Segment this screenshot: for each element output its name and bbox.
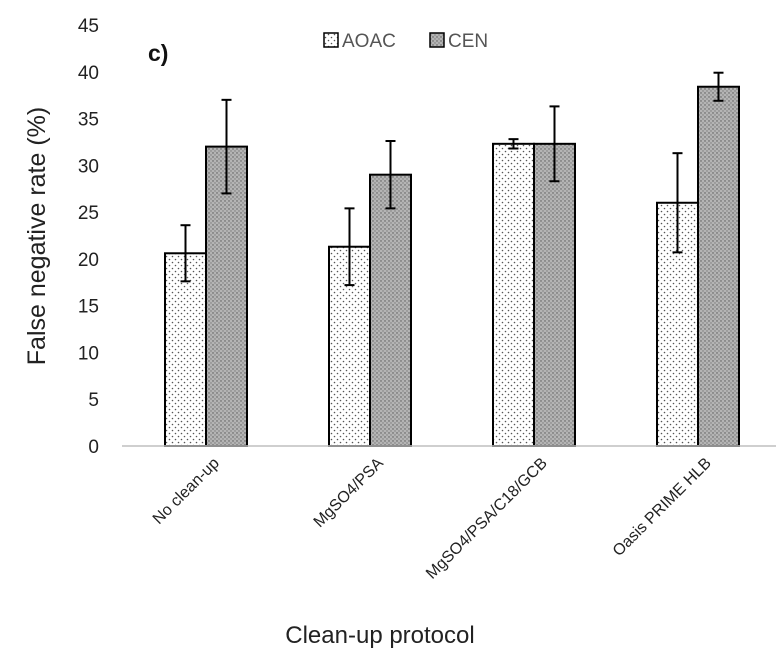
y-tick-label: 35 <box>78 110 99 131</box>
error-bar-aoac <box>344 207 355 287</box>
y-tick-label: 20 <box>78 250 99 271</box>
legend-label-aoac: AOAC <box>342 31 396 52</box>
panel-label: c) <box>148 40 168 66</box>
y-tick-label: 25 <box>78 203 99 224</box>
legend-label-cen: CEN <box>448 31 488 52</box>
x-tick-labels: No clean-up MgSO4/PSA MgSO4/PSA/C18/GCB Oas… <box>150 455 715 583</box>
error-bars <box>180 71 724 287</box>
bar-cen <box>533 142 576 447</box>
legend: AOAC CEN <box>323 31 488 52</box>
y-tick-label: 40 <box>78 63 99 84</box>
error-bar-aoac <box>508 138 519 150</box>
error-bar-cen <box>221 98 232 195</box>
y-tick-label: 0 <box>88 437 99 458</box>
legend-swatch-aoac <box>323 32 339 48</box>
bar-cen <box>369 173 412 447</box>
error-bar-cen <box>385 140 396 210</box>
y-tick-label: 45 <box>78 16 99 37</box>
y-axis: 0 5 10 15 20 25 30 35 40 45 <box>78 16 99 458</box>
y-tick-label: 5 <box>88 390 99 411</box>
x-axis-label: Clean-up protocol <box>285 622 474 649</box>
y-tick-label: 10 <box>78 343 99 364</box>
bar-cen <box>205 145 248 447</box>
error-bar-aoac <box>180 224 191 283</box>
error-bar-aoac <box>672 152 683 254</box>
x-tick-label: Oasis PRIME HLB <box>610 455 715 560</box>
error-bar-cen <box>549 105 560 183</box>
x-tick-label: MgSO4/PSA/C18/GCB <box>423 455 551 583</box>
bar-cen <box>697 85 740 447</box>
x-tick-label: No clean-up <box>150 455 223 528</box>
y-axis-label: False negative rate (%) <box>23 107 51 365</box>
bars <box>164 85 740 447</box>
error-bar-cen <box>713 71 724 102</box>
x-tick-label: MgSO4/PSA <box>311 455 387 531</box>
y-tick-label: 30 <box>78 156 99 177</box>
bar-aoac <box>492 142 535 447</box>
bar-aoac <box>164 252 207 447</box>
y-tick-label: 15 <box>78 297 99 318</box>
legend-swatch-cen <box>429 32 445 48</box>
